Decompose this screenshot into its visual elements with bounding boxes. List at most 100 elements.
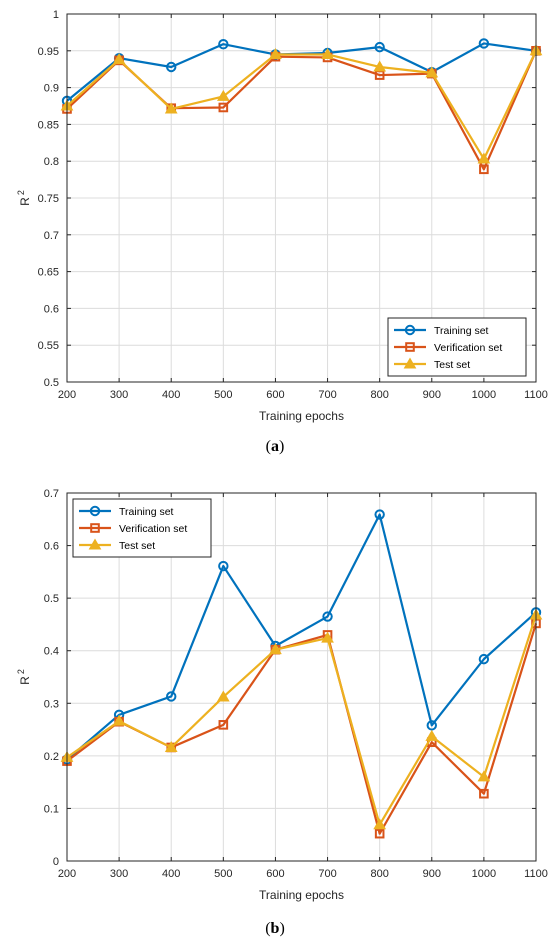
x-tick-label: 600 <box>266 868 284 880</box>
data-point <box>426 720 437 731</box>
data-point <box>374 509 385 520</box>
y-tick-label: 0 <box>53 856 59 868</box>
data-point <box>373 60 387 72</box>
x-tick-label: 400 <box>162 868 180 880</box>
y-tick-label: 0.6 <box>44 541 59 553</box>
legend-marker <box>403 357 417 369</box>
data-point <box>166 691 177 702</box>
y-tick-label: 0.95 <box>38 46 59 58</box>
y-tick-label: 0.4 <box>44 646 59 658</box>
data-point <box>166 61 177 73</box>
data-point <box>477 770 491 782</box>
legend-label: Training set <box>119 506 174 518</box>
x-tick-label: 900 <box>423 868 441 880</box>
legend-marker <box>404 324 416 336</box>
y-axis-label-superscript: 2 <box>16 190 26 195</box>
data-point <box>374 828 385 839</box>
data-point <box>425 729 439 741</box>
legend: Training set Verification set Test set <box>72 498 212 558</box>
axes-box <box>66 13 537 383</box>
data-point <box>322 611 333 622</box>
data-point <box>216 690 230 702</box>
y-tick-label: 0.75 <box>38 193 59 205</box>
x-tick-label: 500 <box>214 868 232 880</box>
y-tick-label: 0.5 <box>44 377 59 389</box>
data-point <box>164 740 178 752</box>
data-point <box>425 66 439 78</box>
data-point <box>218 102 229 113</box>
y-tick-label: 0.55 <box>38 340 59 352</box>
caption-a: (a) <box>265 438 285 455</box>
legend-label: Test set <box>434 359 470 371</box>
y-tick-label: 0.65 <box>38 267 59 279</box>
x-tick-label: 200 <box>58 868 76 880</box>
y-axis-label-text: R <box>18 197 32 206</box>
data-point <box>374 41 385 53</box>
data-point <box>478 38 490 49</box>
legend-marker <box>88 538 102 550</box>
axes-box <box>66 492 537 862</box>
x-tick-label: 1100 <box>524 868 548 880</box>
x-tick-label: 1000 <box>472 389 496 401</box>
chart-a: 0.5 0.55 0.6 0.65 0.7 0.75 0.8 0.85 0.9 0.95 1 200 3… <box>16 9 548 423</box>
y-tick-label: 0.9 <box>44 83 59 95</box>
data-point <box>269 643 282 655</box>
y-tick-label: 0.8 <box>44 156 59 168</box>
legend-marker <box>90 523 100 533</box>
data-point <box>216 89 230 101</box>
x-tick-label: 600 <box>266 389 284 401</box>
x-tick-label: 400 <box>162 389 180 401</box>
data-point <box>479 788 489 799</box>
data-point <box>269 47 282 59</box>
y-tick-label: 0.85 <box>38 119 59 131</box>
y-tick-label: 0.2 <box>44 751 59 763</box>
data-point <box>218 38 229 50</box>
y-tick-label: 0.5 <box>44 593 59 605</box>
x-axis-label: Training epochs <box>259 888 344 902</box>
y-axis-label-text: R <box>18 676 32 685</box>
y-tick-label: 0.6 <box>44 303 59 315</box>
y-tick-label: 1 <box>53 9 59 21</box>
legend: Training set Verification set Test set <box>387 317 527 377</box>
data-point <box>321 631 334 643</box>
series-test-set <box>60 44 543 164</box>
legend-label: Verification set <box>434 342 502 354</box>
data-point <box>479 164 489 175</box>
x-axis-label: Training epochs <box>259 409 344 423</box>
tick-labels: 0.5 0.55 0.6 0.65 0.7 0.75 0.8 0.85 0.9 0.95 1 200 3… <box>38 9 548 401</box>
legend-marker <box>89 505 101 517</box>
series-line <box>66 50 537 161</box>
data-point <box>164 102 178 114</box>
data-point <box>112 714 126 726</box>
x-tick-label: 1000 <box>472 868 496 880</box>
x-tick-label: 800 <box>370 389 388 401</box>
legend-label: Test set <box>119 540 155 552</box>
y-tick-label: 0.1 <box>44 803 59 815</box>
x-tick-label: 500 <box>214 389 232 401</box>
x-tick-label: 300 <box>110 389 128 401</box>
y-tick-label: 0.3 <box>44 698 59 710</box>
tick-labels: 0 0.1 0.2 0.3 0.4 0.5 0.6 0.7 200 300 400 500 600 700… <box>44 488 548 880</box>
y-axis-label: R2 <box>16 190 32 206</box>
x-tick-label: 1100 <box>524 389 548 401</box>
y-axis-label-superscript: 2 <box>16 669 26 674</box>
data-point <box>112 53 126 65</box>
x-tick-label: 800 <box>370 868 388 880</box>
x-tick-label: 700 <box>318 868 336 880</box>
y-tick-label: 0.7 <box>44 488 59 500</box>
data-point <box>477 152 491 164</box>
data-point <box>321 47 334 59</box>
y-tick-label: 0.7 <box>44 230 59 242</box>
x-tick-label: 300 <box>110 868 128 880</box>
figure-b: 0 0.1 0.2 0.3 0.4 0.5 0.6 0.7 200 300 400 500 600 700… <box>0 474 550 949</box>
caption-b: (b) <box>265 920 285 937</box>
legend-label: Verification set <box>119 523 187 535</box>
legend-label: Training set <box>434 325 489 337</box>
x-tick-label: 900 <box>423 389 441 401</box>
y-axis-label: R2 <box>16 669 32 685</box>
data-point <box>218 560 229 572</box>
x-tick-label: 700 <box>318 389 336 401</box>
figure-a: 0.5 0.55 0.6 0.65 0.7 0.75 0.8 0.85 0.9 0.95 1 200 3… <box>0 0 550 470</box>
data-point <box>478 653 490 665</box>
chart-b: 0 0.1 0.2 0.3 0.4 0.5 0.6 0.7 200 300 400 500 600 700… <box>16 488 548 902</box>
